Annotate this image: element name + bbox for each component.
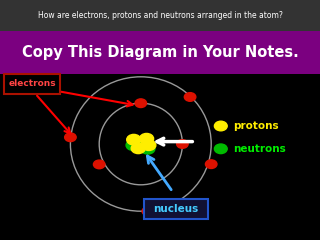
Circle shape	[142, 207, 154, 216]
FancyBboxPatch shape	[4, 74, 60, 94]
FancyBboxPatch shape	[0, 0, 320, 31]
Circle shape	[214, 121, 227, 131]
Circle shape	[142, 140, 156, 150]
Circle shape	[177, 140, 188, 148]
Text: neutrons: neutrons	[234, 144, 286, 154]
Text: How are electrons, protons and neutrons arranged in the atom?: How are electrons, protons and neutrons …	[37, 11, 283, 20]
Circle shape	[140, 133, 154, 144]
Circle shape	[65, 133, 76, 142]
Circle shape	[214, 144, 227, 154]
FancyBboxPatch shape	[0, 31, 320, 74]
Text: electrons: electrons	[8, 79, 56, 89]
Circle shape	[141, 144, 155, 154]
Circle shape	[184, 93, 196, 101]
Text: Copy This Diagram in Your Notes.: Copy This Diagram in Your Notes.	[22, 45, 298, 60]
Text: protons: protons	[234, 121, 279, 131]
Circle shape	[131, 143, 145, 154]
Circle shape	[135, 138, 149, 148]
Circle shape	[205, 160, 217, 168]
FancyBboxPatch shape	[144, 199, 208, 219]
Circle shape	[135, 99, 147, 108]
Circle shape	[126, 140, 140, 150]
Circle shape	[127, 134, 141, 145]
Circle shape	[93, 160, 105, 169]
Text: nucleus: nucleus	[153, 204, 199, 214]
